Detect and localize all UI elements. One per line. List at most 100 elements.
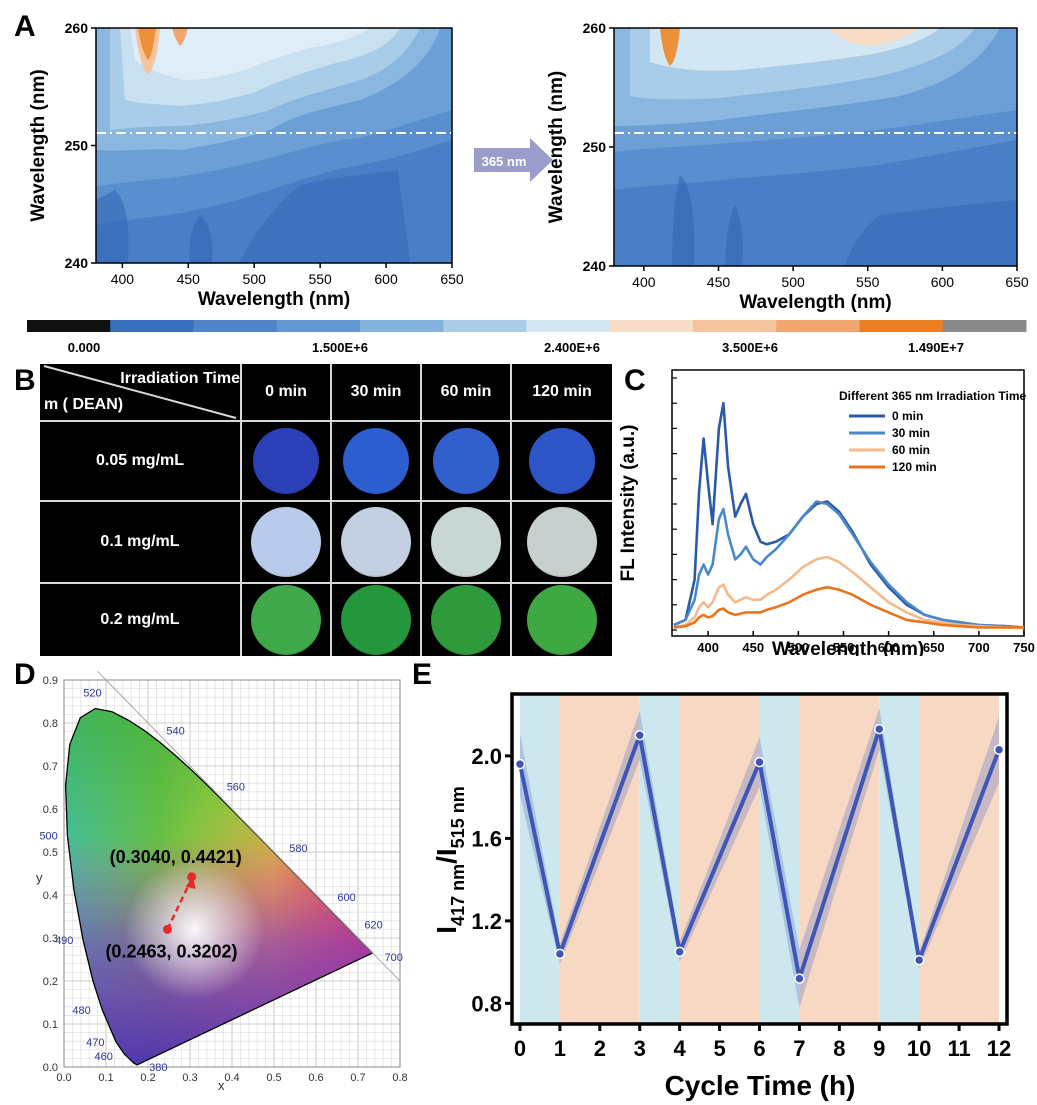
panel-e-xtick-3: 3: [634, 1036, 646, 1061]
panel-a1-ytick-1: 250: [65, 138, 89, 154]
panel-d-ytick-2: 0.2: [43, 976, 58, 988]
irradiation-arrow-label: 365 nm: [482, 154, 527, 169]
panel-c-xtick-1: 450: [742, 640, 764, 655]
sample-dot-r0-c1: [343, 428, 409, 494]
spectral-label-480: 480: [72, 1005, 90, 1017]
panel-e-xtick-11: 11: [947, 1036, 970, 1061]
spectral-label-580: 580: [289, 843, 307, 855]
panel-d-ytick-6: 0.6: [43, 804, 58, 816]
sample-dot-r2-c3: [527, 585, 597, 655]
panel-e-xtick-2: 2: [594, 1036, 606, 1061]
sample-dot-r0-c3: [529, 428, 595, 494]
cycle-band-1: [559, 694, 640, 1024]
panel-a2-ytick-1: 250: [583, 139, 607, 155]
column-header-120min: 120 min: [532, 383, 592, 400]
panel-e-xtick-8: 8: [833, 1036, 845, 1061]
panel-e-xtick-6: 6: [753, 1036, 765, 1061]
panel-c-xtick-5: 650: [923, 640, 945, 655]
panel-d-xtick-4: 0.4: [224, 1072, 239, 1084]
cie-point-label-0: (0.2463, 0.3202): [105, 941, 237, 961]
panel-a: 400 450 500 550 600 650 240 250 260 Wavelength (n…: [28, 20, 1029, 312]
panel-d-ylabel: y: [36, 870, 43, 885]
colorbar: 0.000 1.500E+6 2.400E+6 3.500E+6 1.490E+…: [27, 320, 1027, 355]
panel-letter-e: E: [412, 658, 433, 691]
panel-a2-xtick-3: 550: [856, 274, 880, 290]
colorbar-segment-9: [776, 320, 860, 332]
panel-c-xtick-7: 750: [1013, 640, 1035, 655]
colorbar-segment-2: [193, 320, 278, 332]
column-header-0min: 0 min: [265, 383, 307, 400]
panel-a1-ytick-2: 260: [65, 20, 89, 36]
panel-e-xlabel: Cycle Time (h): [665, 1070, 856, 1101]
spectral-label-600: 600: [337, 892, 355, 904]
sample-dot-r1-c3: [527, 507, 597, 577]
colorbar-segment-6: [526, 320, 611, 332]
colorbar-label-2: 2.400E+6: [544, 340, 600, 355]
panel-e-xtick-7: 7: [793, 1036, 805, 1061]
panel-a1-xtick-1: 450: [177, 271, 201, 287]
sample-dot-r2-c2: [431, 585, 501, 655]
ratio-point-1: [554, 948, 566, 960]
column-header-30min: 30 min: [350, 383, 402, 400]
colorbar-segment-3: [276, 320, 361, 332]
panel-c-chart: 400 450 500 550 600 650 700 750 0 min 30 min 60 m…: [618, 369, 1035, 656]
panel-d-xtick-0: 0.0: [56, 1072, 71, 1084]
panel-d-cie: 0.0 0.1 0.2 0.3 0.4 0.5 0.6 0.7 0.8 0.0 0.1 0.2 0.3 0…: [36, 671, 408, 1093]
panel-a1-xtick-2: 500: [243, 271, 267, 287]
panel-c-xtick-2: 500: [788, 640, 810, 655]
panel-a1-ytick-0: 240: [65, 255, 89, 271]
panel-e-xtick-1: 1: [554, 1036, 566, 1061]
panel-a1-xlabel: Wavelength (nm): [198, 289, 350, 310]
cycle-band-2: [639, 694, 680, 1024]
panel-letter-d: D: [14, 658, 36, 691]
spectral-label-700: 700: [385, 952, 403, 964]
panel-d-xtick-8: 0.8: [392, 1072, 407, 1084]
panel-e-ytick-1: 1.2: [471, 909, 502, 934]
sample-dot-r0-c2: [433, 428, 499, 494]
panel-a2-xtick-4: 600: [931, 274, 955, 290]
spectral-label-500: 500: [39, 830, 57, 842]
cie-point-1: [187, 872, 197, 882]
spectral-label-560: 560: [227, 781, 245, 793]
corner-diagonal: [43, 365, 237, 419]
colorbar-label-4: 1.490E+7: [908, 340, 964, 355]
spectral-label-380: 380: [149, 1062, 167, 1074]
spectral-label-460: 460: [94, 1051, 112, 1063]
ratio-point-5: [794, 973, 805, 984]
ratio-point-0: [514, 758, 526, 770]
panel-e-ytick-2: 1.6: [471, 826, 502, 851]
cycle-band-6: [879, 694, 920, 1024]
panel-d-xtick-3: 0.3: [182, 1072, 197, 1084]
panel-c-ylabel: FL Intensity (a.u.): [618, 425, 639, 582]
column-header-60min: 60 min: [440, 383, 492, 400]
corner-header-bottom: m ( DEAN): [44, 396, 124, 413]
panel-c-xlabel: Wavelength (nm): [772, 639, 924, 656]
panel-c-series-2: [673, 555, 1024, 629]
panel-a2-ylabel: Wavelength (nm): [546, 71, 567, 223]
panel-c-legend-label-1: 30 min: [892, 426, 930, 440]
sample-dot-r2-c0: [251, 585, 321, 655]
sample-dot-r1-c2: [431, 507, 501, 577]
cie-point-label-1: (0.3040, 0.4421): [110, 847, 242, 867]
panel-d-xtick-5: 0.5: [266, 1072, 281, 1084]
ratio-point-4: [754, 756, 765, 768]
corner-header-top: Irradiation Time: [120, 370, 240, 387]
panel-d-xtick-2: 0.2: [140, 1072, 155, 1084]
panel-d-ytick-4: 0.4: [43, 890, 58, 902]
colorbar-segment-4: [360, 320, 444, 332]
colorbar-label-1: 1.500E+6: [312, 340, 368, 355]
cycle-band-4: [759, 694, 800, 1024]
shift-arrow-line: [166, 882, 191, 930]
colorbar-segment-0: [27, 320, 111, 332]
row-header-0-2: 0.2 mg/mL: [100, 611, 180, 628]
spectral-label-620: 620: [364, 919, 382, 931]
panel-a2-xtick-2: 500: [781, 274, 805, 290]
row-header-0-05: 0.05 mg/mL: [95, 452, 185, 469]
panel-a1-xtick-4: 600: [374, 271, 398, 287]
panel-e-xtick-9: 9: [873, 1036, 885, 1061]
panel-letter-a: A: [14, 10, 36, 43]
panel-a1-xtick-0: 400: [111, 271, 135, 287]
colorbar-segment-5: [443, 320, 527, 332]
panel-a2-xtick-5: 650: [1005, 274, 1029, 290]
panel-c-series-1: [673, 500, 1025, 629]
